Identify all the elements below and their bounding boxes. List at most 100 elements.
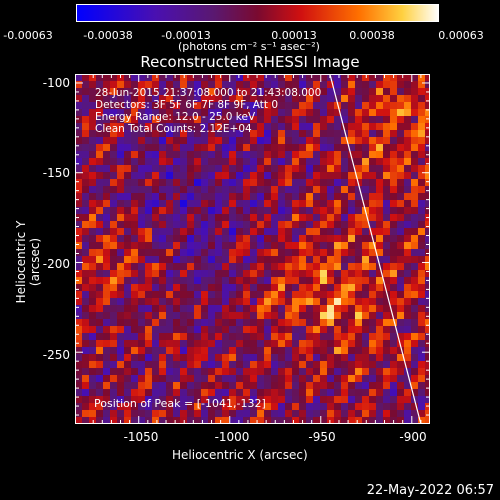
- heatmap-cell: [82, 235, 90, 243]
- heatmap-cell: [348, 263, 356, 271]
- heatmap-cell: [390, 137, 398, 145]
- heatmap-cell: [82, 382, 90, 390]
- heatmap-cell: [236, 186, 244, 194]
- heatmap-cell: [369, 326, 377, 334]
- heatmap-cell: [166, 221, 174, 229]
- heatmap-cell: [82, 123, 90, 131]
- heatmap-cell: [327, 123, 335, 131]
- heatmap-cell: [131, 263, 139, 271]
- heatmap-cell: [327, 291, 335, 299]
- heatmap-cell: [96, 214, 104, 222]
- heatmap-cell: [306, 298, 314, 306]
- heatmap-cell: [117, 123, 125, 131]
- heatmap-cell: [369, 249, 377, 257]
- heatmap-cell: [236, 326, 244, 334]
- heatmap-cell: [96, 116, 104, 124]
- heatmap-cell: [397, 151, 405, 159]
- heatmap-cell: [390, 298, 398, 306]
- heatmap-cell: [257, 396, 265, 404]
- heatmap-cell: [285, 326, 293, 334]
- heatmap-cell: [313, 130, 321, 138]
- heatmap-cell: [264, 158, 272, 166]
- heatmap-cell: [411, 368, 419, 376]
- heatmap-cell: [166, 382, 174, 390]
- heatmap-cell: [215, 74, 223, 82]
- heatmap-cell: [264, 109, 272, 117]
- heatmap-cell: [390, 375, 398, 383]
- heatmap-cell: [348, 270, 356, 278]
- heatmap-cell: [390, 263, 398, 271]
- heatmap-cell: [369, 214, 377, 222]
- heatmap-cell: [306, 256, 314, 264]
- heatmap-cell: [250, 88, 258, 96]
- heatmap-cell: [411, 102, 419, 110]
- heatmap-cell: [376, 151, 384, 159]
- heatmap-cell: [334, 172, 342, 180]
- heatmap-cell: [215, 207, 223, 215]
- heatmap-cell: [313, 361, 321, 369]
- heatmap-cell: [285, 109, 293, 117]
- heatmap-cell: [285, 291, 293, 299]
- heatmap-cell: [320, 333, 328, 341]
- heatmap-cell: [334, 81, 342, 89]
- heatmap-cell: [194, 165, 202, 173]
- heatmap-cell: [327, 88, 335, 96]
- heatmap-cell: [103, 235, 111, 243]
- heatmap-cell: [173, 179, 181, 187]
- heatmap-cell: [257, 417, 265, 424]
- heatmap-cell: [292, 291, 300, 299]
- heatmap-cell: [117, 298, 125, 306]
- heatmap-cell: [278, 207, 286, 215]
- heatmap-cell: [89, 305, 97, 313]
- heatmap-cell: [159, 102, 167, 110]
- heatmap-cell: [341, 130, 349, 138]
- heatmap-cell: [96, 298, 104, 306]
- heatmap-cell: [348, 165, 356, 173]
- heatmap-cell: [96, 368, 104, 376]
- heatmap-cell: [257, 354, 265, 362]
- colorbar-tick-label: -0.00038: [83, 29, 133, 42]
- heatmap-cell: [362, 102, 370, 110]
- heatmap-cell: [152, 81, 160, 89]
- heatmap-cell: [257, 193, 265, 201]
- heatmap-cell: [75, 347, 83, 355]
- heatmap-cell: [362, 235, 370, 243]
- heatmap-cell: [418, 277, 426, 285]
- heatmap-cell: [425, 417, 430, 424]
- heatmap-cell: [250, 291, 258, 299]
- heatmap-cell: [145, 95, 153, 103]
- heatmap-cell: [138, 340, 146, 348]
- heatmap-cell: [166, 249, 174, 257]
- heatmap-cell: [285, 340, 293, 348]
- heatmap-cell: [117, 144, 125, 152]
- heatmap-cell: [411, 333, 419, 341]
- heatmap-cell: [278, 417, 286, 424]
- heatmap-cell: [376, 284, 384, 292]
- heatmap-cell: [285, 123, 293, 131]
- heatmap-cell: [383, 130, 391, 138]
- heatmap-cell: [138, 116, 146, 124]
- heatmap-cell: [383, 375, 391, 383]
- heatmap-cell: [215, 389, 223, 397]
- heatmap-cell: [355, 340, 363, 348]
- heatmap-cell: [145, 389, 153, 397]
- heatmap-cell: [355, 361, 363, 369]
- colorbar-tick-label: -0.00013: [161, 29, 211, 42]
- heatmap-cell: [173, 95, 181, 103]
- heatmap-cell: [348, 403, 356, 411]
- heatmap-cell: [96, 165, 104, 173]
- heatmap-cell: [327, 347, 335, 355]
- heatmap-cell: [110, 179, 118, 187]
- heatmap-cell: [89, 340, 97, 348]
- heatmap-cell: [341, 368, 349, 376]
- heatmap-cell: [194, 81, 202, 89]
- heatmap-cell: [236, 270, 244, 278]
- heatmap-cell: [418, 403, 426, 411]
- heatmap-cell: [425, 403, 430, 411]
- heatmap-cell: [159, 291, 167, 299]
- heatmap-cell: [222, 193, 230, 201]
- heatmap-cell: [131, 333, 139, 341]
- heatmap-cell: [89, 109, 97, 117]
- heatmap-cell: [194, 102, 202, 110]
- heatmap-cell: [306, 116, 314, 124]
